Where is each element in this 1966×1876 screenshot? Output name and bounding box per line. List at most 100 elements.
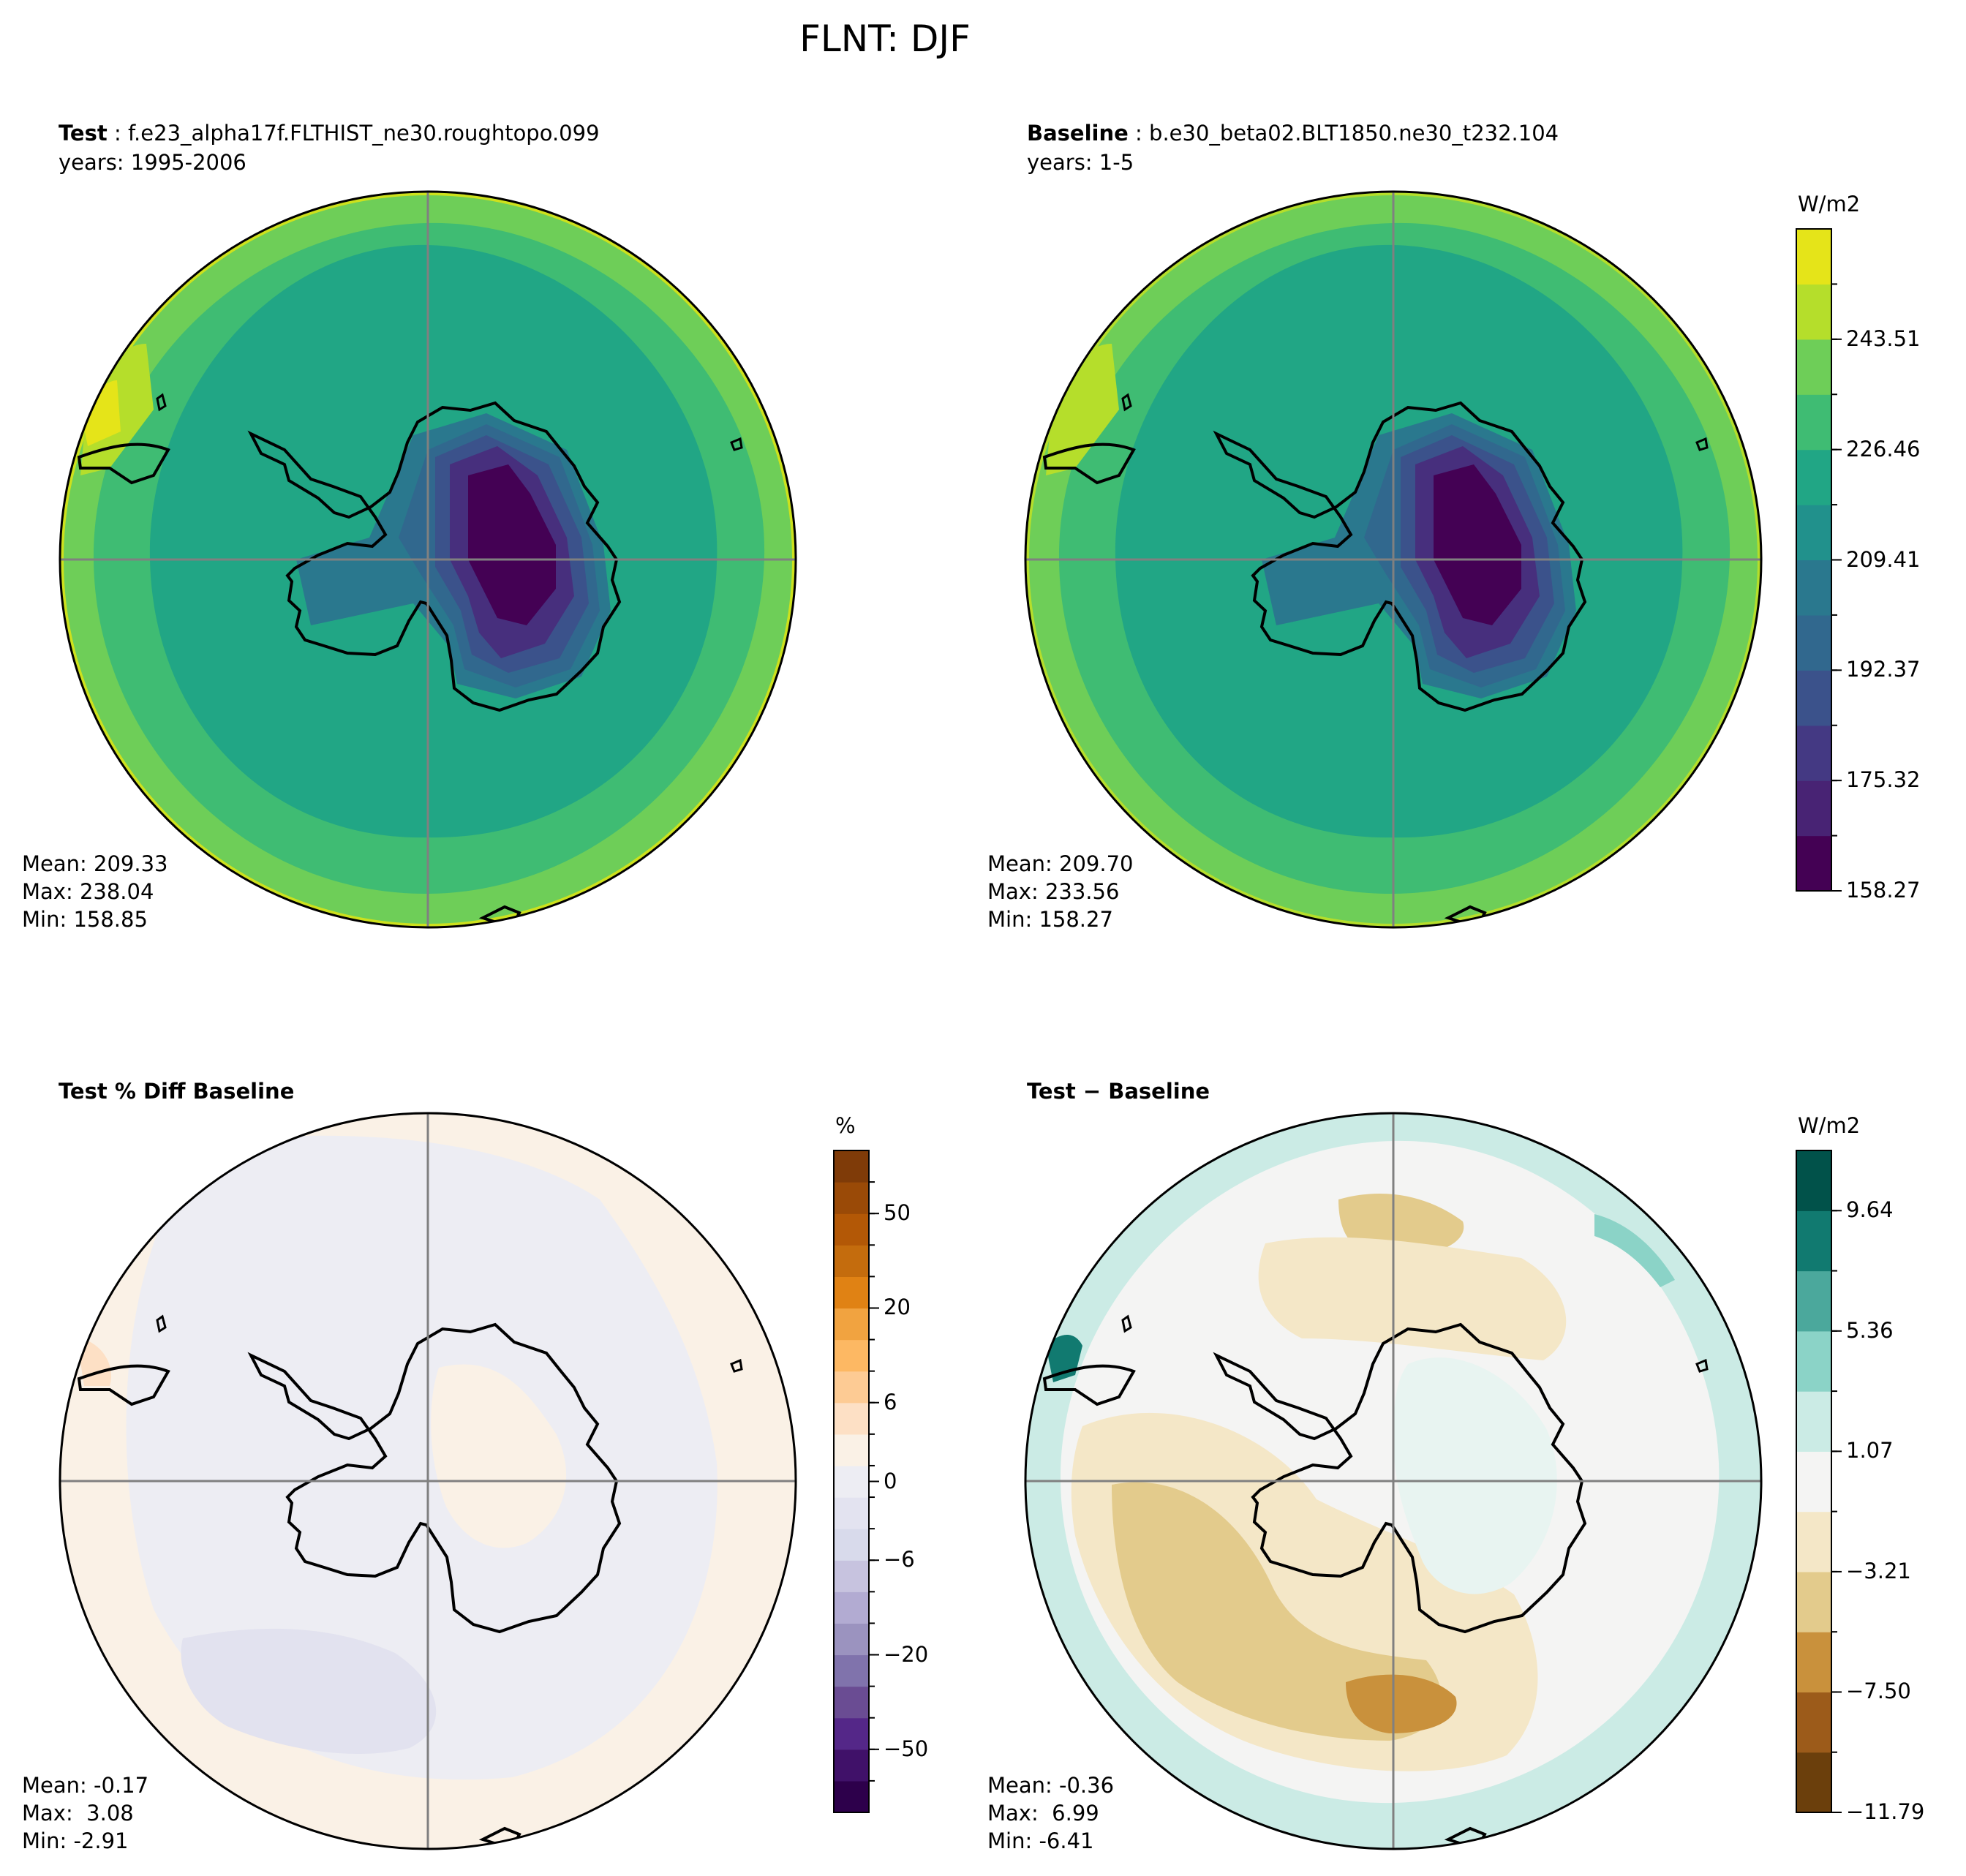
test-min: Min: 158.85	[22, 907, 148, 932]
cb-pct-segment	[834, 1308, 869, 1341]
cb-field-segment	[1796, 780, 1831, 837]
baseline-map	[1024, 190, 1763, 929]
test-contour-min	[468, 464, 556, 625]
cb-field-segment	[1796, 284, 1831, 340]
cb-pct-segment	[834, 1749, 869, 1782]
diff-contour-pos-ne	[1594, 1214, 1675, 1287]
cb-pct-segment	[834, 1276, 869, 1309]
diff-map	[1024, 1112, 1763, 1850]
diff-min: Min: -6.41	[987, 1828, 1094, 1853]
cb-field-segment	[1796, 449, 1831, 505]
cb-pct-segment	[834, 1529, 869, 1561]
diff-mean: Mean: -0.36	[987, 1773, 1115, 1798]
test-case-name: f.e23_alpha17f.FLTHIST_ne30.roughtopo.09…	[127, 121, 600, 146]
diff-colorbar	[1796, 1150, 1842, 1813]
test-map	[59, 190, 797, 929]
cb-pct-segment	[834, 1339, 869, 1372]
cb-diff-tick-label: 9.64	[1846, 1197, 1894, 1223]
cb-field-tick-label: 158.27	[1846, 878, 1921, 903]
cb-diff-segment	[1796, 1330, 1831, 1392]
pctdiff-contour-neutral	[126, 1135, 718, 1780]
baseline-case-name: b.e30_beta02.BLT1850.ne30_t232.104	[1149, 121, 1559, 146]
pctdiff-map-boundary	[59, 1112, 797, 1850]
pctdiff-coast-falklands	[156, 1314, 167, 1333]
baseline-label: Baseline	[1027, 121, 1129, 146]
cb-field-tick-label: 175.32	[1846, 767, 1921, 793]
baseline-mean: Mean: 209.70	[987, 851, 1134, 876]
baseline-max: Max: 233.56	[987, 879, 1120, 904]
baseline-coast-kerguelen	[1695, 437, 1709, 451]
cb-diff-segment	[1796, 1571, 1831, 1632]
test-years: years: 1995-2006	[59, 150, 246, 175]
cb-pct-segment	[834, 1371, 869, 1404]
pctdiff-title: Test % Diff Baseline	[59, 1079, 295, 1104]
test-coast-kerguelen	[730, 437, 743, 451]
cb-pct-tick-label: −6	[884, 1547, 915, 1572]
cb-field-segment	[1796, 670, 1831, 726]
cb-pct-tick-label: 6	[884, 1389, 897, 1414]
diff-contour-neg2	[1112, 1482, 1442, 1741]
diff-stats: Mean: -0.36 Max: 6.99 Min: -6.41	[987, 1771, 1114, 1855]
pct-colorbar-unit: %	[835, 1113, 856, 1138]
cb-field-segment	[1796, 614, 1831, 671]
cb-pct-segment	[834, 1560, 869, 1592]
pctdiff-coast-south-america	[77, 1364, 170, 1406]
test-coast-south-america	[77, 442, 170, 485]
cb-pct-tick-label: −50	[884, 1736, 929, 1761]
test-max: Max: 238.04	[22, 879, 154, 904]
field-colorbar-unit: W/m2	[1798, 192, 1861, 216]
pctdiff-contour-cool	[181, 1628, 437, 1755]
cb-diff-segment	[1796, 1210, 1831, 1272]
test-contour-max	[80, 380, 121, 446]
cb-diff-segment	[1796, 1270, 1831, 1332]
diff-coast-kerguelen	[1695, 1358, 1709, 1373]
cb-pct-segment	[834, 1434, 869, 1466]
cb-pct-segment	[834, 1245, 869, 1277]
baseline-coast-falklands	[1121, 393, 1132, 412]
cb-diff-segment	[1796, 1752, 1831, 1813]
baseline-years: years: 1-5	[1027, 150, 1134, 175]
cb-diff-frame	[1796, 1150, 1832, 1813]
diff-panel-title: Test − Baseline	[1027, 1079, 1210, 1104]
baseline-min: Min: 158.27	[987, 907, 1113, 932]
pct-colorbar	[833, 1150, 879, 1813]
cb-field-segment	[1796, 835, 1831, 892]
cb-field-segment	[1796, 560, 1831, 616]
cb-diff-tick-label: −3.21	[1846, 1558, 1911, 1583]
diff-map-boundary	[1024, 1112, 1763, 1850]
figure-title: FLNT: DJF	[799, 18, 971, 60]
cb-pct-tick-label: 50	[884, 1200, 911, 1226]
cb-pct-segment	[834, 1686, 869, 1719]
pctdiff-min: Min: -2.91	[22, 1828, 129, 1853]
cb-pct-segment	[834, 1654, 869, 1687]
pctdiff-map	[59, 1112, 797, 1850]
cb-diff-tick-label: −7.50	[1846, 1679, 1911, 1704]
cb-diff-segment	[1796, 1391, 1831, 1452]
baseline-coast-south-america	[1042, 442, 1136, 485]
pctdiff-panel-title: Test % Diff Baseline	[59, 1077, 294, 1106]
test-coast-falklands	[156, 393, 167, 412]
cb-pct-segment	[834, 1591, 869, 1624]
cb-pct-segment	[834, 1717, 869, 1750]
cb-diff-tick-label: 5.36	[1846, 1317, 1894, 1343]
cb-pct-tick-label: 0	[884, 1468, 897, 1493]
cb-pct-segment	[834, 1213, 869, 1246]
field-colorbar	[1796, 228, 1842, 892]
test-stats: Mean: 209.33 Max: 238.04 Min: 158.85	[22, 850, 167, 933]
cb-field-tick-label: 209.41	[1846, 546, 1921, 572]
pctdiff-contour-warm-center	[431, 1364, 567, 1548]
cb-pct-segment	[834, 1182, 869, 1214]
cb-pct-segment	[834, 1402, 869, 1435]
pctdiff-max: Max: 3.08	[22, 1801, 134, 1826]
test-panel-title: Test : f.e23_alpha17f.FLTHIST_ne30.rough…	[59, 121, 600, 175]
cb-pct-segment	[834, 1497, 869, 1529]
baseline-stats: Mean: 209.70 Max: 233.56 Min: 158.27	[987, 850, 1133, 933]
cb-field-segment	[1796, 394, 1831, 451]
cb-field-segment	[1796, 339, 1831, 395]
cb-diff-segment	[1796, 1150, 1831, 1211]
cb-diff-segment	[1796, 1692, 1831, 1753]
cb-diff-tick-label: −11.79	[1846, 1799, 1925, 1824]
test-map-boundary	[59, 190, 797, 929]
cb-field-segment	[1796, 725, 1831, 781]
